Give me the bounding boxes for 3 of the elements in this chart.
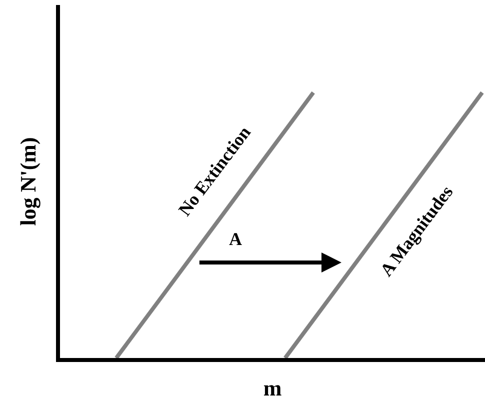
y-axis-title: log N'(m) bbox=[15, 137, 40, 226]
x-axis-title: m bbox=[263, 375, 282, 400]
annotation: A bbox=[229, 229, 242, 249]
